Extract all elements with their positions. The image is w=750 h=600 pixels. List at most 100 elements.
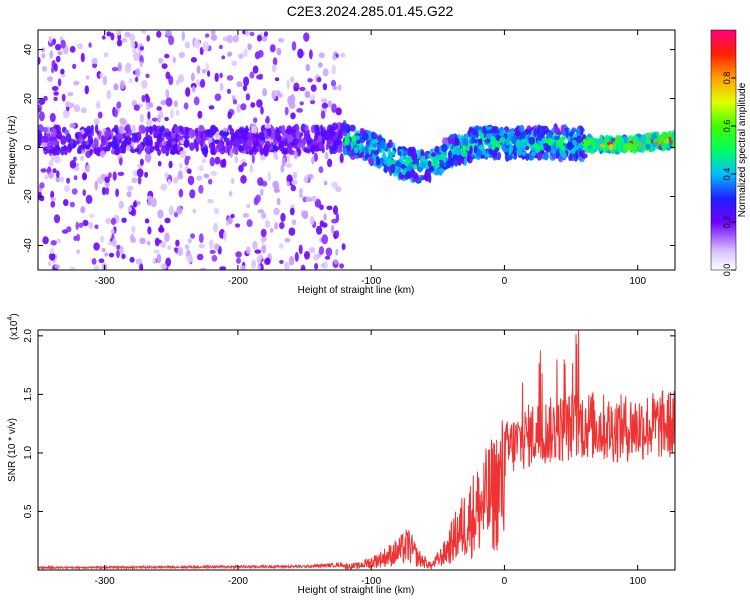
heatmap-cell [198, 165, 204, 172]
heatmap-cell [232, 35, 239, 43]
heatmap-cell [320, 110, 326, 119]
heatmap-cell [49, 112, 56, 123]
heatmap-cell [113, 83, 119, 91]
heatmap-cell [632, 139, 640, 148]
heatmap-cell [640, 143, 645, 154]
heatmap-cell [320, 263, 326, 268]
heatmap-cell [145, 144, 150, 155]
heatmap-cell [53, 96, 58, 102]
heatmap-cell [445, 160, 452, 169]
heatmap-cell [69, 46, 76, 53]
heatmap-cell [190, 72, 195, 82]
heatmap-cell [161, 144, 167, 154]
heatmap-cell [147, 111, 151, 121]
x-tick-label: 100 [629, 576, 646, 587]
heatmap-cell [157, 160, 162, 167]
snr-y-label: SNR (10 * v/v) [7, 418, 18, 482]
heatmap-cell [331, 135, 338, 140]
heatmap-cell [226, 141, 230, 147]
heatmap-cell [210, 170, 218, 177]
heatmap-cell [259, 147, 264, 156]
heatmap-cell [104, 181, 110, 188]
heatmap-cell [308, 247, 316, 254]
heatmap-cell [75, 221, 79, 230]
x-tick-label: -300 [95, 276, 115, 287]
heatmap-cell [311, 195, 317, 202]
heatmap-cell [47, 76, 54, 82]
heatmap-cell [243, 48, 248, 57]
heatmap-cell [132, 124, 136, 134]
heatmap-cell [205, 62, 209, 73]
heatmap-cell [176, 205, 183, 215]
heatmap-cell [209, 249, 216, 254]
heatmap-cell [341, 243, 346, 251]
heatmap-cell [290, 184, 296, 192]
heatmap-cell [533, 144, 541, 150]
heatmap-cell [273, 188, 281, 193]
heatmap-cell [376, 160, 381, 166]
heatmap-cell [411, 152, 418, 161]
heatmap-cell [256, 99, 263, 108]
heatmap-cell [491, 142, 496, 152]
heatmap-cell [437, 167, 444, 176]
heatmap-cell [223, 231, 227, 241]
heatmap-cell [41, 53, 46, 59]
heatmap-cell [187, 175, 195, 186]
heatmap-cell [121, 253, 126, 259]
heatmap-cell [273, 207, 280, 216]
heatmap-cell [476, 149, 482, 158]
heatmap-cell [84, 131, 89, 137]
heatmap-cell [88, 139, 94, 144]
heatmap-cell [427, 160, 432, 167]
heatmap-cell [550, 148, 557, 154]
heatmap-cell [274, 153, 279, 161]
heatmap-cell [440, 154, 447, 160]
heatmap-cell [491, 126, 496, 134]
heatmap-cell [104, 176, 110, 183]
heatmap-cell [323, 180, 328, 186]
heatmap-cell [60, 135, 67, 146]
heatmap-cell [65, 133, 72, 143]
heatmap-cell [530, 152, 536, 157]
heatmap-cell [55, 55, 61, 63]
heatmap-cell [77, 43, 83, 50]
heatmap-cell [94, 181, 98, 191]
heatmap-cell [267, 128, 272, 137]
heatmap-cell [276, 197, 281, 206]
heatmap-cell [281, 157, 286, 167]
heatmap-cell [185, 155, 191, 161]
heatmap-cell [95, 139, 99, 149]
heatmap-cell [168, 160, 173, 169]
heatmap-cell [39, 182, 45, 189]
heatmap-cell [38, 111, 45, 122]
heatmap-cell [179, 162, 183, 169]
heatmap-cell [175, 79, 180, 86]
heatmap-cell [238, 53, 244, 59]
heatmap-cell [152, 124, 157, 132]
heatmap-cell [340, 52, 346, 58]
heatmap-cell [576, 127, 581, 137]
heatmap-cell [116, 244, 121, 250]
heatmap-cell [185, 87, 191, 97]
spectrogram-x-ticks: -300 -200 -100 0 100 [95, 30, 646, 287]
heatmap-cell [115, 30, 122, 36]
heatmap-cell [279, 260, 284, 264]
heatmap-cell [48, 160, 54, 168]
heatmap-cell [321, 234, 329, 245]
heatmap-cell [286, 181, 290, 187]
heatmap-cell [93, 265, 100, 270]
heatmap-cell [164, 232, 170, 243]
heatmap-cell [334, 230, 340, 237]
heatmap-cell [299, 101, 304, 106]
heatmap-cell [463, 157, 467, 167]
heatmap-cell [156, 239, 162, 244]
heatmap-cell [73, 104, 81, 113]
heatmap-cell [279, 221, 285, 230]
heatmap-cell [247, 131, 253, 141]
y-tick-label: 1.0 [23, 446, 34, 460]
heatmap-cell [236, 81, 243, 88]
heatmap-cell [64, 185, 70, 192]
heatmap-cell [478, 144, 485, 151]
heatmap-cell [250, 102, 256, 108]
heatmap-cell [130, 237, 137, 243]
